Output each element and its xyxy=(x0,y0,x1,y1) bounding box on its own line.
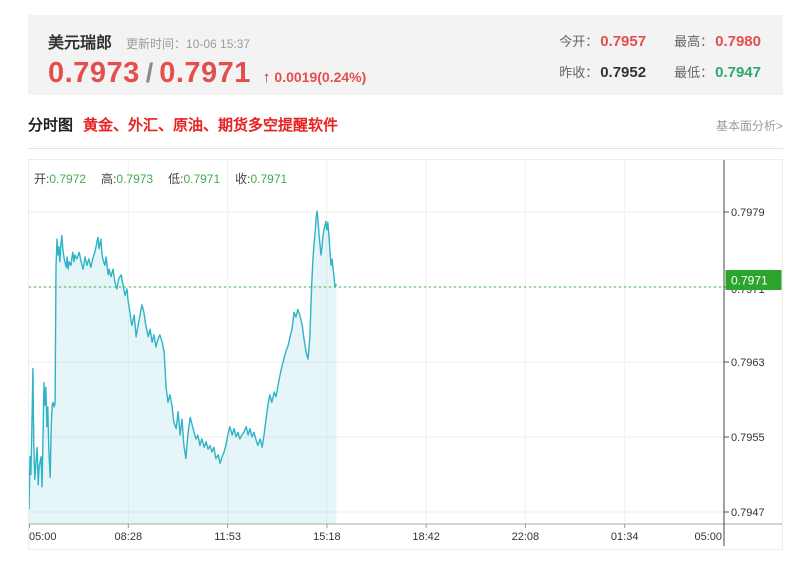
update-time-label: 更新时间： xyxy=(126,37,187,51)
quote-panel: 美元瑞郎 更新时间： 10-06 15:37 0.7973 / 0.7971 ↑… xyxy=(28,15,783,95)
update-time-value: 10-06 15:37 xyxy=(186,37,251,51)
legend-open-label: 开: xyxy=(34,172,50,186)
legend-close-label: 收: xyxy=(235,172,251,186)
y-tick-marks xyxy=(724,211,729,513)
stat-prev-close-label: 昨收： xyxy=(559,65,599,80)
price-line xyxy=(29,210,338,510)
x-tick-marks xyxy=(29,524,626,528)
stat-low-label: 最低： xyxy=(674,65,714,80)
tab-intraday-chart[interactable]: 分时图 xyxy=(28,117,74,134)
y-label-07947: 0.7947 xyxy=(731,507,765,519)
current-price-badge-text: 0.7971 xyxy=(731,274,768,288)
x-label-0500a: 05:00 xyxy=(29,531,57,543)
legend-open-value: 0.7972 xyxy=(49,172,87,186)
promo-link[interactable]: 黄金、外汇、原油、期货多空提醒软件 xyxy=(83,117,339,134)
stat-high: 最高： 0.7980 xyxy=(674,31,761,50)
price-slash: / xyxy=(145,58,154,88)
legend-high-label: 高: xyxy=(101,172,117,186)
symbol-title: 美元瑞郎 xyxy=(48,35,113,52)
stat-low: 最低： 0.7947 xyxy=(674,62,761,81)
stat-prev-close-value: 0.7952 xyxy=(600,64,647,81)
y-label-07955: 0.7955 xyxy=(731,432,765,444)
x-label-0828: 08:28 xyxy=(115,531,143,543)
quote-stats: 今开： 0.7957 最高： 0.7980 昨收： 0.7952 最低： 0.7… xyxy=(559,27,761,85)
fundamental-analysis-link[interactable]: 基本面分析> xyxy=(715,119,783,133)
y-axis-labels: 0.7979 0.7971 0.7963 0.7955 0.7947 xyxy=(731,207,765,519)
x-label-1518: 15:18 xyxy=(313,531,341,543)
stat-prev-close: 昨收： 0.7952 xyxy=(559,62,646,81)
stat-high-value: 0.7980 xyxy=(715,33,761,50)
page: 美元瑞郎 更新时间： 10-06 15:37 0.7973 / 0.7971 ↑… xyxy=(28,15,783,550)
x-label-1153: 11:53 xyxy=(214,531,241,543)
legend-low-label: 低: xyxy=(168,172,184,186)
legend-close-value: 0.7971 xyxy=(250,172,288,186)
stat-open: 今开： 0.7957 xyxy=(559,31,646,50)
legend-high-value: 0.7973 xyxy=(116,172,154,186)
stat-low-value: 0.7947 xyxy=(715,64,761,81)
y-label-07963: 0.7963 xyxy=(731,357,765,369)
quote-left: 美元瑞郎 更新时间： 10-06 15:37 0.7973 / 0.7971 ↑… xyxy=(48,27,367,89)
intraday-chart[interactable]: 开:0.7972 高:0.7973 低:0.7971 收:0.7971 xyxy=(28,159,783,550)
price-change: 0.0019(0.24%) xyxy=(274,69,367,85)
x-label-0500b: 05:00 xyxy=(694,531,722,543)
vertical-gridlines xyxy=(127,160,626,524)
stat-high-label: 最高： xyxy=(674,34,714,49)
bid-price: 0.7973 xyxy=(48,57,140,89)
current-price-badge: 0.7971 xyxy=(725,270,782,290)
area-fill xyxy=(29,211,337,524)
x-label-2208: 22:08 xyxy=(512,531,540,543)
x-label-1842: 18:42 xyxy=(412,531,440,543)
stat-open-value: 0.7957 xyxy=(600,33,647,50)
ask-price: 0.7971 xyxy=(159,57,251,89)
up-arrow-icon: ↑ xyxy=(262,69,271,86)
chart-canvas[interactable]: 05:00 08:28 11:53 15:18 18:42 22:08 01:3… xyxy=(29,160,782,549)
stat-open-label: 今开： xyxy=(559,34,599,49)
x-axis-labels: 05:00 08:28 11:53 15:18 18:42 22:08 01:3… xyxy=(29,531,722,543)
x-label-0134: 01:34 xyxy=(611,531,639,543)
y-label-07979: 0.7979 xyxy=(731,207,765,219)
ohlc-legend: 开:0.7972 高:0.7973 低:0.7971 收:0.7971 xyxy=(34,170,287,187)
legend-low-value: 0.7971 xyxy=(183,172,221,186)
subheader-bar: 分时图 黄金、外汇、原油、期货多空提醒软件 基本面分析> xyxy=(28,114,783,149)
